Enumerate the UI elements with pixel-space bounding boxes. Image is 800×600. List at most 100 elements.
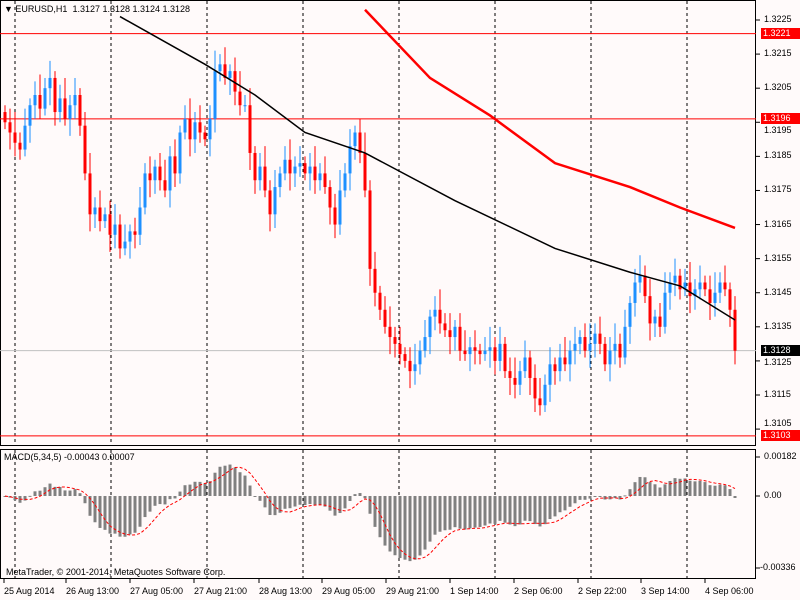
macd-bar: [388, 496, 392, 552]
macd-bar: [673, 478, 677, 496]
candle-body: [303, 163, 307, 174]
macd-bar: [83, 496, 87, 504]
candle-body: [713, 292, 717, 303]
price-tick-label: 1.3155: [764, 252, 792, 263]
candle-body: [418, 350, 422, 365]
macd-bar: [313, 496, 317, 506]
macd-bar: [688, 480, 692, 496]
macd-bar: [403, 496, 407, 560]
macd-bar: [493, 496, 497, 524]
macd-bar: [118, 496, 122, 537]
macd-tick-label: -0.00336: [760, 562, 796, 572]
macd-bar: [303, 496, 307, 506]
candle-body: [603, 343, 607, 365]
candle-body: [468, 347, 472, 355]
macd-bar: [663, 484, 667, 496]
macd-bar: [293, 496, 297, 507]
candle-body: [733, 309, 737, 351]
candle-body: [188, 118, 192, 140]
macd-bar: [448, 496, 452, 530]
candle-body: [178, 132, 182, 174]
candle-body: [148, 173, 152, 181]
macd-bar: [713, 485, 717, 496]
candle-body: [408, 360, 412, 372]
candle-body: [78, 95, 82, 126]
candle-body: [393, 337, 397, 344]
macd-bar: [623, 495, 627, 497]
macd-bar: [188, 484, 192, 496]
candle-body: [318, 173, 322, 181]
level-price-tag: 1.3103: [761, 429, 800, 441]
candle-body: [243, 105, 247, 107]
macd-bar: [693, 481, 697, 496]
price-tick-label: 1.3145: [764, 286, 792, 297]
macd-bar: [458, 496, 462, 529]
macd-bar: [478, 496, 482, 528]
candle-body: [583, 337, 587, 351]
macd-bar: [393, 496, 397, 556]
macd-bar: [588, 496, 592, 499]
macd-bar: [343, 496, 347, 509]
candle-body: [653, 316, 657, 324]
macd-bar: [308, 496, 312, 505]
candle-body: [563, 357, 567, 365]
candle-body: [553, 364, 557, 372]
macd-bar: [128, 496, 132, 535]
candle-body: [348, 146, 352, 174]
macd-tick-label: 0.00: [764, 490, 782, 500]
candle-body: [693, 289, 697, 297]
macd-bar: [653, 484, 657, 496]
time-label: 25 Aug 2014: [4, 586, 55, 596]
candle-body: [698, 282, 702, 290]
macd-bar: [28, 495, 32, 497]
candle-body: [253, 152, 257, 181]
macd-bar: [583, 496, 587, 500]
macd-bar: [543, 496, 547, 525]
macd-bar: [703, 482, 707, 496]
candle-body: [558, 357, 562, 372]
candle-body: [98, 207, 102, 222]
price-tick-label: 1.3205: [764, 82, 792, 93]
macd-bar: [328, 496, 332, 511]
macd-bar: [78, 493, 82, 496]
macd-bar: [718, 484, 722, 496]
price-pane: [0, 0, 756, 446]
macd-bar: [38, 490, 42, 496]
macd-bar: [498, 496, 502, 521]
candle-body: [398, 343, 402, 355]
candle-body: [163, 180, 167, 191]
macd-bar: [608, 496, 612, 500]
candle-body: [458, 326, 462, 351]
candle-body: [193, 122, 197, 140]
candle-body: [48, 77, 52, 89]
macd-bar: [548, 496, 552, 520]
macd-bar: [213, 472, 217, 496]
candle-body: [338, 190, 342, 225]
candle-body: [428, 316, 432, 338]
candle-body: [358, 132, 362, 153]
macd-bar: [193, 481, 197, 496]
macd-bar: [523, 496, 527, 521]
candle-body: [293, 166, 297, 174]
candle-body: [503, 343, 507, 372]
macd-bar: [488, 496, 492, 524]
candle-body: [288, 159, 292, 174]
macd-bar: [363, 496, 367, 499]
price-tick-label: 1.3225: [764, 14, 792, 24]
candle-body: [53, 77, 57, 113]
macd-bar: [648, 482, 652, 496]
time-label: 29 Aug 21:00: [386, 586, 440, 596]
candle-body: [493, 347, 497, 361]
ma-fast-line: [119, 15, 736, 321]
candle-body: [613, 343, 617, 351]
time-label: 1 Sep 14:00: [450, 586, 499, 596]
macd-bar: [453, 496, 457, 528]
candle-body: [323, 173, 327, 188]
candle-body: [523, 357, 527, 372]
macd-bar: [58, 486, 62, 496]
candle-body: [258, 166, 262, 181]
macd-bar: [468, 496, 472, 529]
candle-body: [183, 118, 187, 133]
macd-bar: [273, 496, 277, 516]
